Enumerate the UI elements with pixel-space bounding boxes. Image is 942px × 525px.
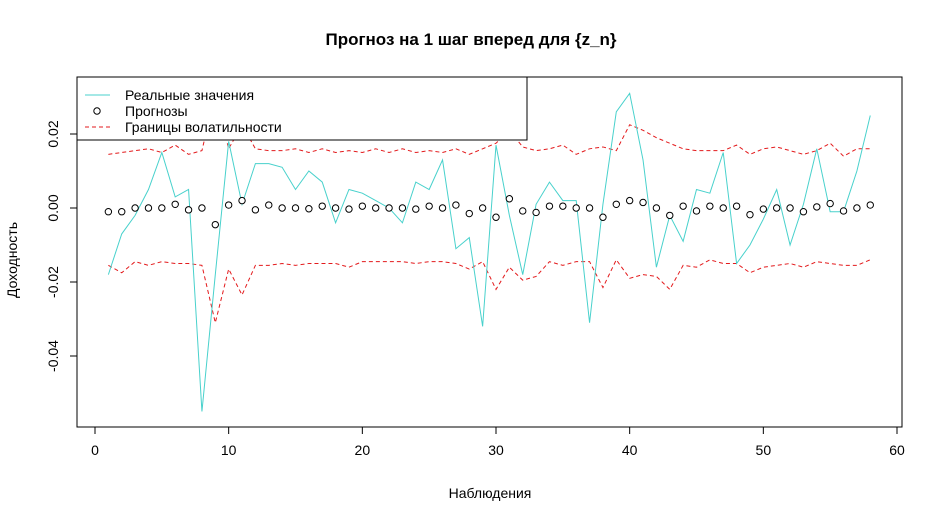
- chart-title: Прогноз на 1 шаг вперед для {z_n}: [325, 30, 617, 49]
- forecast-point: [251, 206, 260, 214]
- forecast-point: [652, 204, 661, 212]
- forecast-point: [585, 204, 594, 212]
- forecast-point: [211, 220, 220, 229]
- forecast-point: [839, 207, 848, 215]
- forecast-point: [853, 204, 861, 212]
- x-tick-label: 10: [221, 442, 237, 458]
- forecast-point: [131, 204, 139, 212]
- forecast-point: [799, 208, 808, 216]
- x-tick-label: 20: [355, 442, 371, 458]
- forecast-point: [692, 207, 701, 215]
- forecast-point: [679, 202, 687, 210]
- forecast-point: [786, 204, 794, 212]
- forecast-point: [492, 213, 500, 221]
- forecast-point: [438, 204, 447, 212]
- legend-label-forecast: Прогнозы: [125, 103, 188, 119]
- forecast-point: [478, 204, 487, 212]
- legend-swatch-forecast: [93, 107, 101, 115]
- x-tick-label: 40: [622, 442, 638, 458]
- forecast-point: [519, 207, 527, 215]
- legend-box: [76, 76, 528, 141]
- forecast-point: [331, 204, 340, 212]
- x-axis-label: Наблюдения: [448, 485, 532, 501]
- forecast-point: [305, 205, 313, 213]
- y-tick-label: 0.02: [45, 120, 61, 147]
- x-tick-label: 60: [889, 442, 905, 458]
- legend-label-real: Реальные значения: [125, 87, 254, 103]
- forecast-point: [318, 202, 326, 210]
- forecast-point: [532, 208, 540, 217]
- real-values-series: [107, 92, 871, 412]
- x-tick-label: 30: [488, 442, 504, 458]
- forecast-point: [666, 211, 674, 220]
- forecast-point: [118, 208, 126, 216]
- forecast-point: [559, 202, 567, 210]
- forecast-point: [759, 205, 768, 213]
- forecast-point: [773, 204, 781, 212]
- forecast-series: [104, 195, 874, 229]
- real-values-line: [107, 92, 871, 412]
- y-tick-label: 0.00: [45, 194, 61, 221]
- forecast-point: [452, 201, 460, 209]
- forecast-point: [278, 204, 286, 212]
- forecast-point: [599, 213, 607, 221]
- forecast-point: [144, 204, 153, 212]
- legend-label-bands: Границы волатильности: [125, 119, 282, 135]
- forecast-point: [746, 210, 754, 219]
- forecast-point: [385, 204, 393, 212]
- forecast-point: [398, 204, 407, 212]
- forecast-point: [813, 203, 821, 211]
- forecast-point: [224, 201, 233, 209]
- y-tick-label: -0.04: [45, 340, 61, 372]
- forecast-point: [625, 196, 634, 205]
- forecast-point: [505, 195, 514, 203]
- volatility-bands: [108, 93, 871, 323]
- forecast-point: [425, 202, 433, 210]
- forecast-point: [719, 204, 727, 212]
- forecast-point: [639, 198, 647, 207]
- forecast-point: [826, 199, 834, 208]
- forecast-point: [184, 206, 193, 214]
- forecast-point: [158, 204, 166, 212]
- forecast-point: [866, 201, 874, 209]
- forecast-point: [706, 202, 714, 210]
- upper-volatility-line: [108, 93, 871, 157]
- forecast-point: [104, 208, 113, 216]
- forecast-point: [372, 204, 380, 212]
- forecast-point: [198, 204, 206, 212]
- forecast-point: [291, 204, 300, 212]
- forecast-point: [265, 201, 273, 209]
- forecast-point: [732, 202, 741, 210]
- x-tick-label: 50: [756, 442, 772, 458]
- forecast-point: [465, 209, 473, 218]
- y-tick-label: -0.02: [45, 266, 61, 298]
- lower-volatility-line: [108, 258, 871, 323]
- forecast-point: [545, 202, 554, 210]
- forecast-point: [345, 205, 353, 213]
- forecast-point: [358, 202, 367, 210]
- forecast-point: [612, 200, 620, 209]
- forecast-point: [238, 196, 246, 205]
- axes: 0 10 20 30 40 50 60 -0.04 -0.02 0.00 0.02: [45, 120, 905, 458]
- forecast-point: [572, 204, 580, 212]
- x-tick-label: 0: [91, 442, 99, 458]
- forecast-point: [171, 200, 179, 209]
- forecast-point: [412, 205, 420, 213]
